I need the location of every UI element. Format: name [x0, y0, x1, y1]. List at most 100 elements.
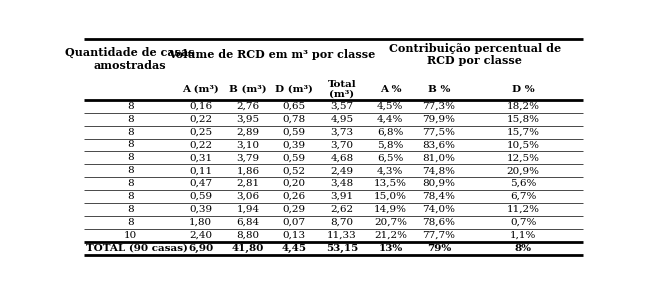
- Text: Contribuição percentual de
RCD por classe: Contribuição percentual de RCD por class…: [389, 42, 561, 66]
- Text: 2,89: 2,89: [236, 128, 260, 136]
- Text: 6,7%: 6,7%: [510, 192, 536, 201]
- Text: 5,6%: 5,6%: [510, 179, 536, 188]
- Text: 10,5%: 10,5%: [506, 141, 540, 150]
- Text: 3,79: 3,79: [236, 153, 260, 162]
- Text: 1,80: 1,80: [189, 218, 212, 227]
- Text: 2,49: 2,49: [330, 166, 353, 175]
- Text: Volume de RCD em m³ por classe: Volume de RCD em m³ por classe: [167, 49, 375, 60]
- Text: 15,0%: 15,0%: [374, 192, 407, 201]
- Text: 78,4%: 78,4%: [422, 192, 455, 201]
- Text: 0,25: 0,25: [189, 128, 212, 136]
- Text: 83,6%: 83,6%: [422, 141, 455, 150]
- Text: 0,65: 0,65: [283, 102, 306, 111]
- Text: 4,3%: 4,3%: [377, 166, 404, 175]
- Text: 1,1%: 1,1%: [510, 231, 536, 240]
- Text: 3,10: 3,10: [236, 141, 260, 150]
- Text: 2,76: 2,76: [236, 102, 260, 111]
- Text: 14,9%: 14,9%: [374, 205, 407, 214]
- Text: 41,80: 41,80: [232, 244, 264, 253]
- Text: 20,7%: 20,7%: [374, 218, 407, 227]
- Text: 8: 8: [127, 141, 133, 150]
- Text: 8: 8: [127, 128, 133, 136]
- Text: A (m³): A (m³): [182, 85, 219, 94]
- Text: 0,78: 0,78: [283, 115, 306, 124]
- Text: 3,06: 3,06: [236, 192, 260, 201]
- Text: 21,2%: 21,2%: [374, 231, 407, 240]
- Text: 0,47: 0,47: [189, 179, 212, 188]
- Text: 15,8%: 15,8%: [506, 115, 540, 124]
- Text: 4,45: 4,45: [282, 244, 307, 253]
- Text: 0,07: 0,07: [283, 218, 306, 227]
- Text: 8: 8: [127, 192, 133, 201]
- Text: 0,16: 0,16: [189, 102, 212, 111]
- Text: B (m³): B (m³): [229, 85, 267, 94]
- Text: 8: 8: [127, 153, 133, 162]
- Text: Total
(m³): Total (m³): [327, 79, 356, 99]
- Text: 0,11: 0,11: [189, 166, 212, 175]
- Text: 11,33: 11,33: [327, 231, 357, 240]
- Text: 3,48: 3,48: [330, 179, 353, 188]
- Text: 79%: 79%: [426, 244, 451, 253]
- Text: 6,5%: 6,5%: [377, 153, 404, 162]
- Text: 3,91: 3,91: [330, 192, 353, 201]
- Text: 53,15: 53,15: [326, 244, 358, 253]
- Text: 5,8%: 5,8%: [377, 141, 404, 150]
- Text: 3,70: 3,70: [330, 141, 353, 150]
- Text: D (m³): D (m³): [275, 85, 313, 94]
- Text: 15,7%: 15,7%: [506, 128, 540, 136]
- Text: 79,9%: 79,9%: [422, 115, 455, 124]
- Text: 2,40: 2,40: [189, 231, 212, 240]
- Text: 20,9%: 20,9%: [506, 166, 540, 175]
- Text: 8%: 8%: [515, 244, 532, 253]
- Text: Quantidade de casas
amostradas: Quantidade de casas amostradas: [65, 47, 195, 71]
- Text: 0,20: 0,20: [283, 179, 306, 188]
- Text: 4,95: 4,95: [330, 115, 353, 124]
- Text: 0,39: 0,39: [283, 141, 306, 150]
- Text: 8,80: 8,80: [236, 231, 260, 240]
- Text: 0,31: 0,31: [189, 153, 212, 162]
- Text: 0,52: 0,52: [283, 166, 306, 175]
- Text: 3,95: 3,95: [236, 115, 260, 124]
- Text: 8: 8: [127, 205, 133, 214]
- Text: 8,70: 8,70: [330, 218, 353, 227]
- Text: 8: 8: [127, 218, 133, 227]
- Text: 1,94: 1,94: [236, 205, 260, 214]
- Text: 0,39: 0,39: [189, 205, 212, 214]
- Text: 3,73: 3,73: [330, 128, 353, 136]
- Text: A %: A %: [380, 85, 401, 94]
- Text: 11,2%: 11,2%: [506, 205, 540, 214]
- Text: 8: 8: [127, 102, 133, 111]
- Text: 0,7%: 0,7%: [510, 218, 536, 227]
- Text: 18,2%: 18,2%: [506, 102, 540, 111]
- Text: 74,0%: 74,0%: [422, 205, 455, 214]
- Text: 0,13: 0,13: [283, 231, 306, 240]
- Text: 1,86: 1,86: [236, 166, 260, 175]
- Text: 8: 8: [127, 179, 133, 188]
- Text: 77,7%: 77,7%: [422, 231, 455, 240]
- Text: 0,59: 0,59: [189, 192, 212, 201]
- Text: 81,0%: 81,0%: [422, 153, 455, 162]
- Text: B %: B %: [428, 85, 450, 94]
- Text: 12,5%: 12,5%: [506, 153, 540, 162]
- Text: 10: 10: [124, 231, 137, 240]
- Text: 77,5%: 77,5%: [422, 128, 455, 136]
- Text: 0,22: 0,22: [189, 115, 212, 124]
- Text: 0,59: 0,59: [283, 128, 306, 136]
- Text: 3,57: 3,57: [330, 102, 353, 111]
- Text: 78,6%: 78,6%: [422, 218, 455, 227]
- Text: 0,29: 0,29: [283, 205, 306, 214]
- Text: 6,8%: 6,8%: [377, 128, 404, 136]
- Text: 8: 8: [127, 166, 133, 175]
- Text: D %: D %: [512, 85, 534, 94]
- Text: 13%: 13%: [378, 244, 402, 253]
- Text: 6,90: 6,90: [188, 244, 213, 253]
- Text: 77,3%: 77,3%: [422, 102, 455, 111]
- Text: 0,59: 0,59: [283, 153, 306, 162]
- Text: 4,68: 4,68: [330, 153, 353, 162]
- Text: 0,26: 0,26: [283, 192, 306, 201]
- Text: 8: 8: [127, 115, 133, 124]
- Text: 74,8%: 74,8%: [422, 166, 455, 175]
- Text: 13,5%: 13,5%: [374, 179, 407, 188]
- Text: 6,84: 6,84: [236, 218, 260, 227]
- Text: 2,62: 2,62: [330, 205, 353, 214]
